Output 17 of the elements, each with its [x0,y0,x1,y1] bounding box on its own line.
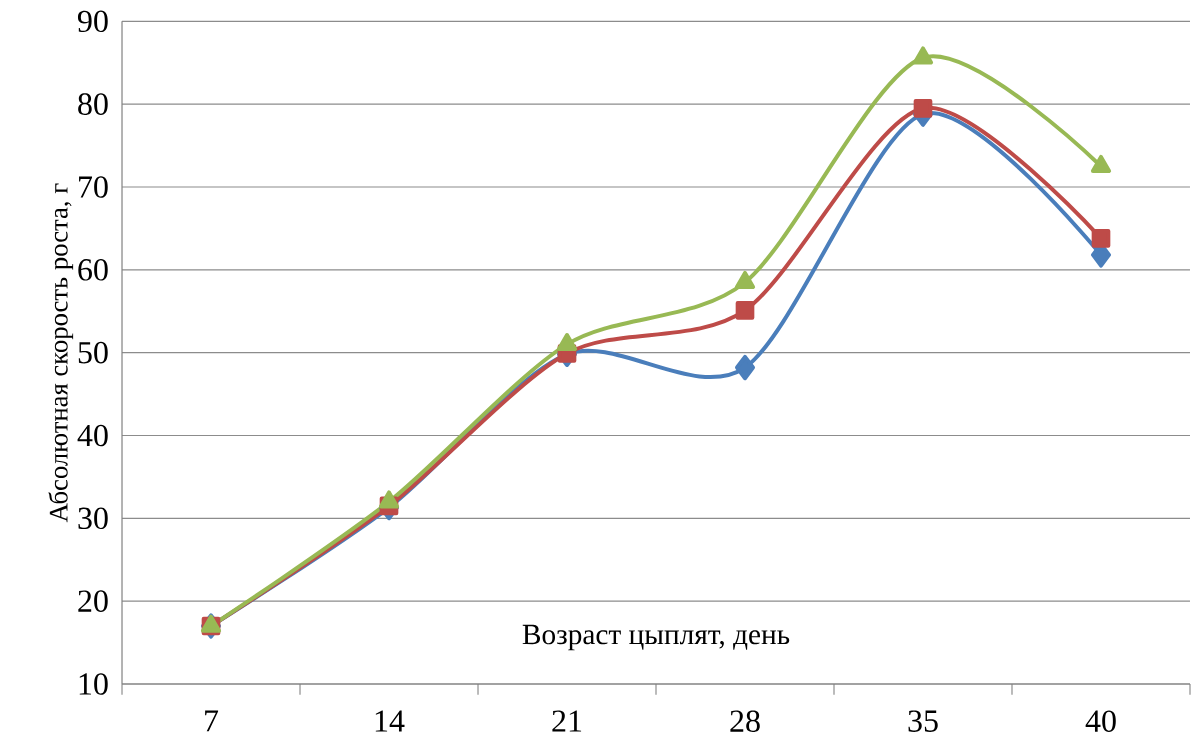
y-tick-label: 30 [78,507,108,530]
y-tick-label: 80 [78,93,108,115]
y-tick-label: 40 [77,424,108,447]
x-tick-label: 14 [375,710,405,732]
y-axis-title: Абсолютная скорость роста, г [48,183,74,523]
x-axis-title: Возраст цыплят, день [522,624,790,651]
y-tick-label: 70 [79,176,108,198]
y-tick-label: 90 [77,10,108,33]
x-tick-label: 35 [908,710,938,732]
x-tick-label: 40 [1085,710,1116,732]
x-tick-label: 7 [205,710,219,732]
y-tick-label: 50 [78,341,108,364]
y-tick-label: 60 [78,259,108,281]
y-tick-label: 10 [79,673,108,695]
x-tick-label: 21 [552,710,582,732]
y-tick-label: 20 [78,590,108,612]
x-tick-label: 28 [730,710,760,732]
